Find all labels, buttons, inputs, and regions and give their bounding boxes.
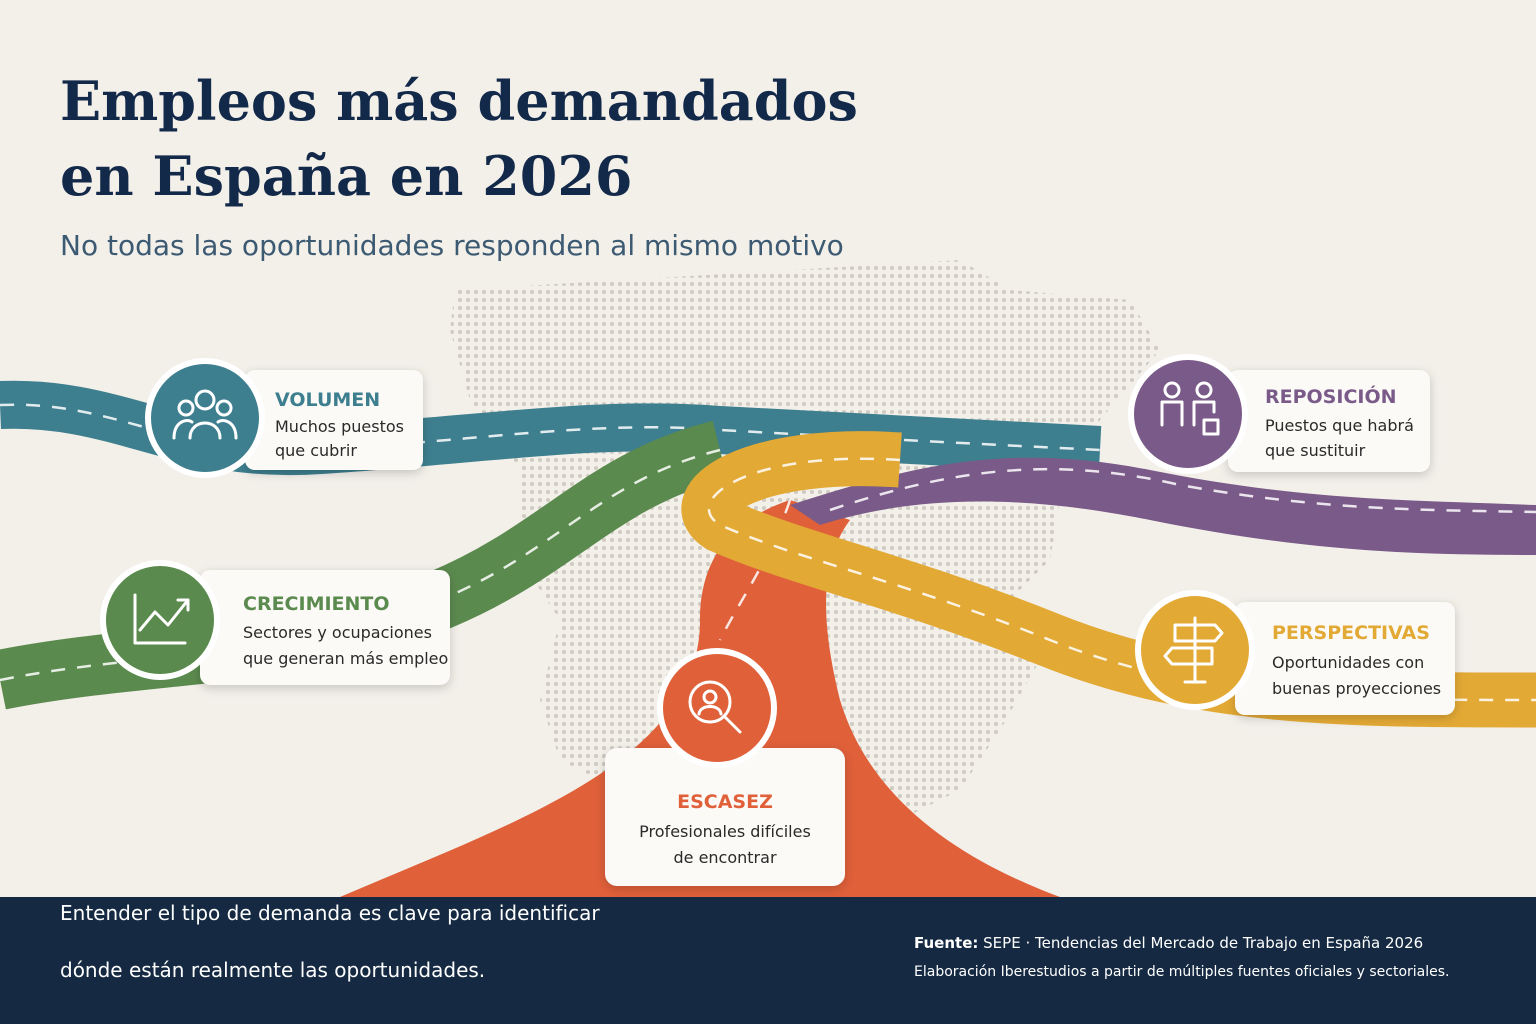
credit: Elaboración Iberestudios a partir de múl… xyxy=(914,964,1450,980)
source: Fuente: SEPE · Tendencias del Mercado de… xyxy=(914,934,1423,952)
category-description: Oportunidades con xyxy=(1272,653,1424,672)
subtitle: No todas las oportunidades responden al … xyxy=(60,229,844,262)
category-description: que sustituir xyxy=(1265,441,1366,460)
card xyxy=(1228,370,1430,472)
category-description: que generan más empleo xyxy=(243,649,448,668)
category-description: Sectores y ocupaciones xyxy=(243,623,432,642)
icon-circle xyxy=(1128,354,1248,474)
card xyxy=(605,748,845,886)
card xyxy=(200,570,450,685)
search-icon xyxy=(688,680,742,734)
category-name: REPOSICIÓN xyxy=(1265,384,1397,408)
title: en España en 2026 xyxy=(60,144,632,208)
footer xyxy=(0,897,1536,1024)
category-name: PERSPECTIVAS xyxy=(1272,622,1430,644)
people-icon xyxy=(172,389,238,440)
category-description: de encontrar xyxy=(673,848,776,867)
category-description: Profesionales difíciles xyxy=(639,822,811,841)
category-name: VOLUMEN xyxy=(275,389,380,411)
icon-circle xyxy=(145,358,265,478)
category-name: ESCASEZ xyxy=(677,791,773,813)
card xyxy=(1235,602,1455,715)
source-text: SEPE · Tendencias del Mercado de Trabajo… xyxy=(983,934,1423,952)
footer-message: dónde están realmente las oportunidades. xyxy=(60,958,485,982)
growth-icon xyxy=(133,593,190,645)
category-name: CRECIMIENTO xyxy=(243,593,390,615)
replacement-icon xyxy=(1160,381,1220,436)
category-description: que cubrir xyxy=(275,441,357,460)
icon-circle xyxy=(100,560,220,680)
card xyxy=(245,370,423,470)
category-description: buenas proyecciones xyxy=(1272,679,1441,698)
footer-message: Entender el tipo de demanda es clave par… xyxy=(60,901,600,925)
category-description: Muchos puestos xyxy=(275,417,404,436)
category-description: Puestos que habrá xyxy=(1265,416,1414,435)
source-label: Fuente: xyxy=(914,934,978,952)
signpost-icon xyxy=(1163,616,1224,684)
title: Empleos más demandados xyxy=(60,69,858,133)
